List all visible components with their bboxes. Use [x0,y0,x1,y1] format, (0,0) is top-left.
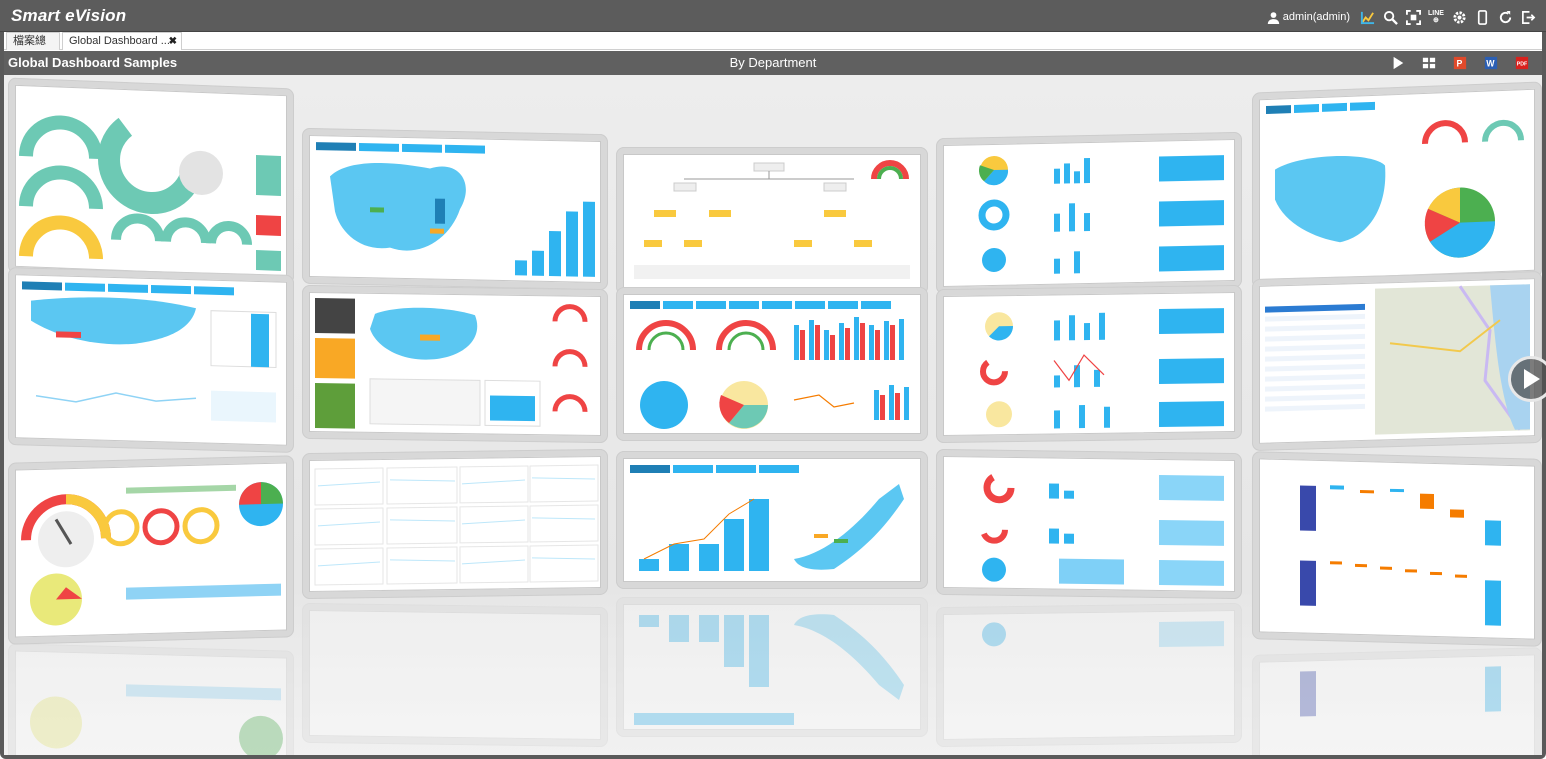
thumbnail-world-map-line[interactable] [8,267,294,453]
user-label: admin(admin) [1282,11,1350,23]
thumbnail-kpi-gauges[interactable] [8,77,294,285]
logout-icon[interactable] [1520,9,1536,25]
thumbnail-usa-map-pie[interactable] [1252,81,1542,289]
thumbnail-graphic [980,308,1224,429]
page-header: Global Dashboard Samples By Department P… [4,51,1542,75]
word-icon[interactable]: W [1483,55,1499,71]
grid-icon[interactable] [1421,55,1437,71]
thumbnail-reflection [8,643,294,755]
play-icon[interactable] [1390,55,1406,71]
thumbnail-graphic [19,107,281,271]
tab-file-explorer[interactable]: 檔案總管 [6,32,60,64]
thumbnail-tabs [630,465,914,473]
title-bar: Smart eVision admin(admin) LINE ⊕ [0,0,1546,32]
thumbnail-pie-bars-2[interactable] [936,284,1242,444]
thumbnail-graphic [639,484,904,571]
page-title: Global Dashboard Samples [8,55,178,70]
thumbnail-city-map-list[interactable] [1252,270,1542,452]
user-icon [1267,11,1279,24]
thumbnail-reflection [302,602,608,748]
fullscreen-icon[interactable] [1405,9,1421,25]
line-label: LINE [1428,10,1444,17]
close-icon[interactable]: ✖ [168,36,177,47]
thumbnail-cashflow-waterfall[interactable] [1252,451,1542,647]
top-toolbar: admin(admin) LINE ⊕ [1267,7,1536,27]
thumbnail-graphic [314,464,599,586]
slideshow-play-button[interactable] [1508,356,1546,402]
thumbnail-china-map-bar[interactable] [302,127,608,291]
thumbnail-speedometer-pie[interactable] [8,455,294,645]
thumbnail-reflection [936,602,1242,748]
mobile-icon[interactable] [1474,9,1490,25]
thumbnail-graphic [1300,485,1501,626]
svg-text:W: W [1486,59,1495,69]
pdf-icon[interactable]: PDF [1514,55,1530,71]
app-brand: Smart eVision [11,6,127,25]
thumbnail-graphic [634,160,910,279]
thumbnail-graphic [1275,119,1524,258]
tab-label: Global Dashboard ... [69,35,170,47]
thumbnail-donuts-areas[interactable] [936,448,1242,600]
page-actions: P W PDF [1390,55,1530,71]
thumbnail-graphic [330,162,595,277]
thumbnail-graphic [980,472,1224,586]
play-icon [1524,369,1540,389]
tab-global-dashboard[interactable]: Global Dashboard ... ✖ [62,32,182,50]
thumbnail-graphic [21,482,283,626]
thumbnail-pies-bars[interactable] [936,131,1242,295]
thumbnail-tabs [630,301,914,309]
thumbnail-reflection [1252,647,1542,755]
thumbnail-org-tree[interactable] [616,147,928,295]
svg-text:PDF: PDF [1517,62,1528,68]
search-icon[interactable] [1382,9,1398,25]
thumbnail-japan-map-bar[interactable] [616,451,928,589]
thumbnail-graphic [636,317,909,429]
thumbnail-china-table[interactable] [302,284,608,444]
thumbnail-line-grid[interactable] [302,448,608,600]
tab-strip: 檔案總管 Global Dashboard ... ✖ [4,32,1542,64]
thumbnail-graphic [315,298,588,429]
thumbnail-gauges-bars[interactable] [616,287,928,441]
refresh-icon[interactable] [1497,9,1513,25]
thumbnail-graphic [978,155,1224,274]
svg-text:P: P [1457,59,1463,69]
gear-icon[interactable] [1451,9,1467,25]
dashboard-gallery [4,75,1542,755]
thumbnail-graphic [31,297,277,423]
thumbnail-graphic [1265,284,1530,435]
user-menu[interactable]: admin(admin) [1267,11,1350,24]
group-label: By Department [729,55,817,70]
chart-icon[interactable] [1359,9,1375,25]
thumbnail-reflection [616,597,928,737]
line-icon[interactable]: LINE ⊕ [1428,10,1444,24]
ppt-icon[interactable]: P [1452,55,1468,71]
